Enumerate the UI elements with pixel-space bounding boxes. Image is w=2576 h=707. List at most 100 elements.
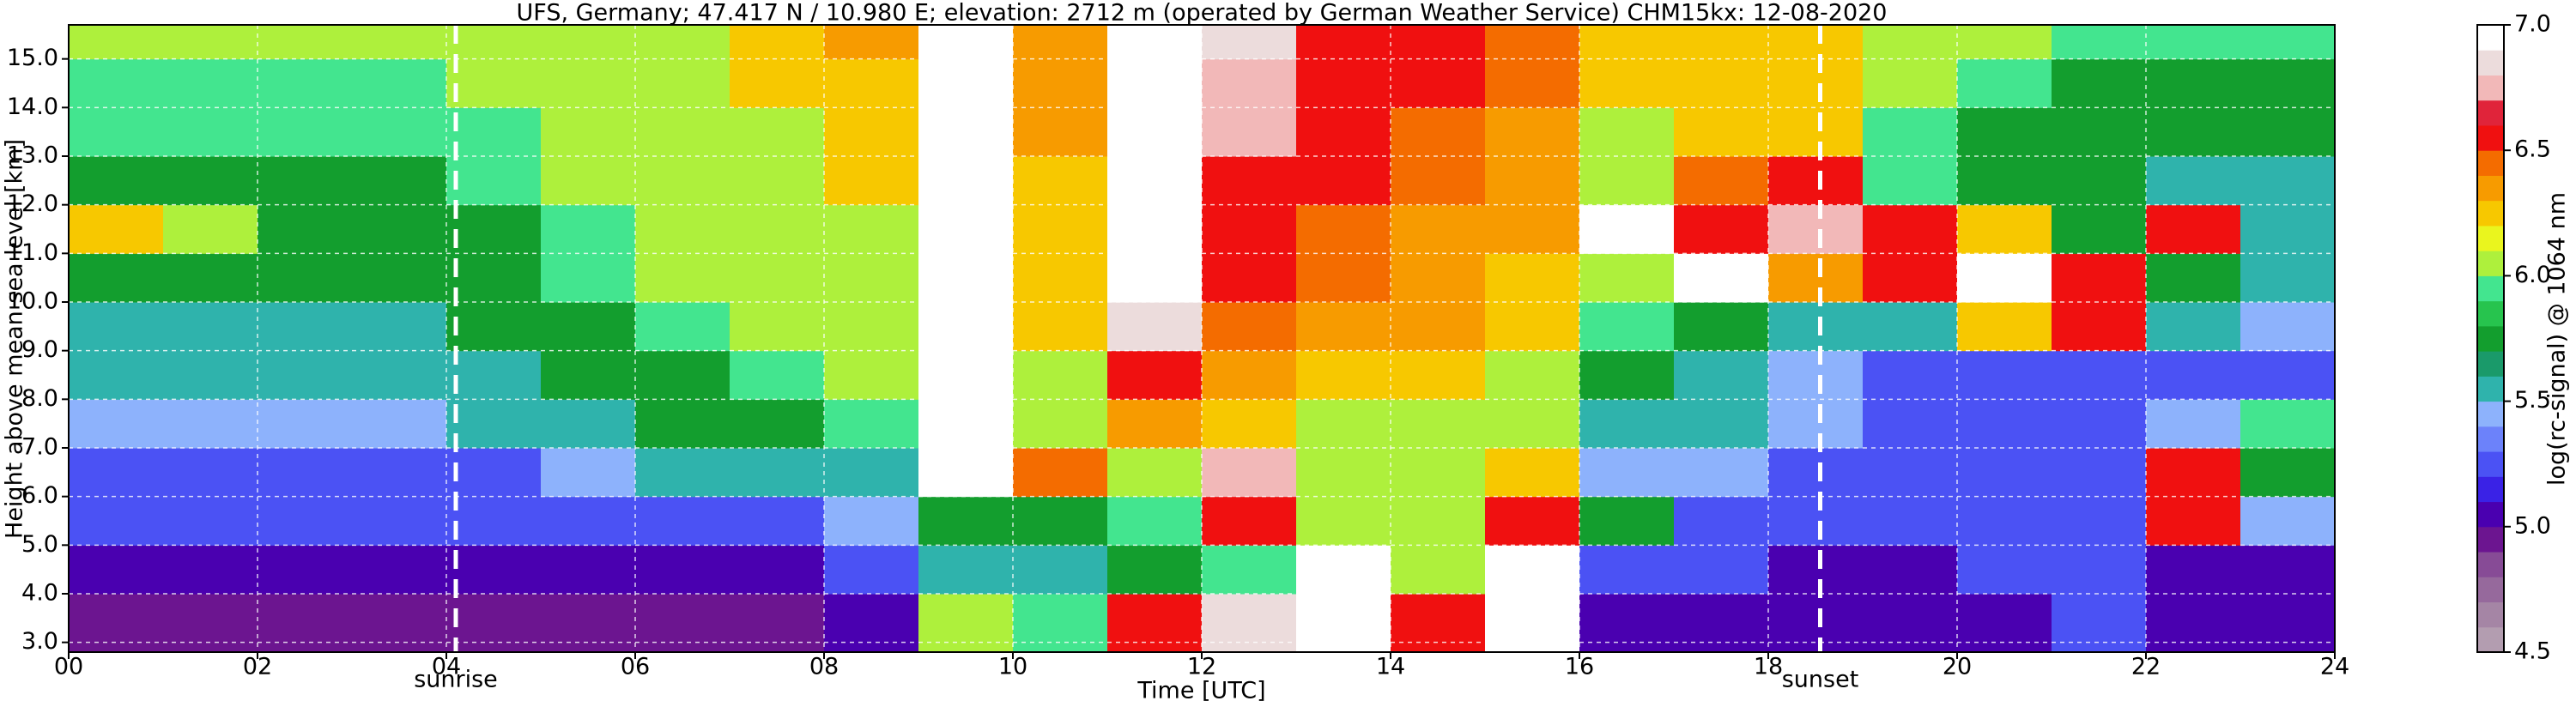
heatmap-cell: [163, 496, 258, 546]
heatmap-cell: [635, 253, 730, 303]
colorbar-tick-label: 6.5: [2514, 136, 2551, 163]
heatmap-cell: [1957, 350, 2052, 400]
heatmap-cell: [824, 545, 919, 595]
heatmap-cell: [1202, 58, 1297, 108]
heatmap-cell: [258, 204, 353, 254]
heatmap-cell: [1674, 302, 1769, 352]
heatmap-cell: [2146, 204, 2241, 254]
colorbar-tick-label: 4.5: [2514, 638, 2551, 665]
colorbar-swatch: [2477, 100, 2504, 126]
heatmap-cell: [1863, 545, 1958, 595]
y-tick-label: 11.0: [7, 239, 58, 266]
heatmap-cell: [1674, 448, 1769, 498]
heatmap-cell: [1296, 350, 1391, 400]
heatmap-cell: [1485, 350, 1580, 400]
heatmap-cell: [824, 107, 919, 157]
heatmap-cell: [541, 350, 636, 400]
colorbar-swatch: [2477, 526, 2504, 553]
heatmap-cell: [258, 156, 353, 206]
heatmap-cell: [1674, 545, 1769, 595]
heatmap-cell: [1957, 496, 2052, 546]
x-tick-label: 14: [1376, 654, 1405, 680]
colorbar-label: log(rc-signal) @ 1064 nm: [2544, 192, 2571, 486]
heatmap-cell: [446, 107, 542, 157]
x-tick-label: 04: [432, 654, 461, 680]
heatmap-cell: [1863, 253, 1958, 303]
heatmap-cell: [541, 545, 636, 595]
heatmap-cell: [730, 399, 825, 449]
heatmap-cell: [635, 302, 730, 352]
x-tick-label: 24: [2320, 654, 2349, 680]
heatmap-cell: [1957, 253, 2052, 303]
heatmap-cell: [2146, 594, 2241, 653]
heatmap-cell: [1107, 204, 1203, 254]
heatmap-cell: [2240, 399, 2336, 449]
heatmap-cell: [1391, 448, 1486, 498]
heatmap-cell: [2146, 156, 2241, 206]
heatmap-cell: [1013, 302, 1108, 352]
heatmap-cell: [824, 302, 919, 352]
colorbar-swatch: [2477, 401, 2504, 427]
heatmap-cell: [918, 107, 1014, 157]
heatmap-cell: [2052, 496, 2147, 546]
colorbar-swatch: [2477, 601, 2504, 628]
heatmap-cell: [352, 350, 447, 400]
heatmap-cell: [1957, 399, 2052, 449]
y-tick-label: 7.0: [21, 434, 58, 461]
heatmap-cell: [1957, 156, 2052, 206]
heatmap-cell: [2146, 448, 2241, 498]
heatmap-cell: [163, 448, 258, 498]
heatmap-cell: [2052, 545, 2147, 595]
heatmap-cell: [824, 350, 919, 400]
heatmap-cell: [163, 107, 258, 157]
heatmap-cell: [824, 399, 919, 449]
heatmap-cell: [69, 107, 164, 157]
colorbar-swatch: [2477, 50, 2504, 76]
heatmap-cell: [69, 253, 164, 303]
colorbar-swatch: [2477, 124, 2504, 151]
heatmap-cell: [1013, 545, 1108, 595]
heatmap-cell: [163, 594, 258, 653]
heatmap-cell: [1579, 496, 1675, 546]
heatmap-cell: [541, 302, 636, 352]
heatmap-cell: [1202, 594, 1297, 653]
colorbar-swatch: [2477, 426, 2504, 452]
colorbar-swatch: [2477, 200, 2504, 227]
heatmap-cell: [258, 25, 353, 60]
heatmap-cell: [1674, 156, 1769, 206]
heatmap-cell: [1863, 594, 1958, 653]
heatmap-cell: [1957, 25, 2052, 60]
y-tick-label: 3.0: [21, 628, 58, 655]
heatmap-cell: [1674, 399, 1769, 449]
heatmap-cell: [258, 399, 353, 449]
heatmap-cell: [258, 496, 353, 546]
heatmap-cell: [352, 496, 447, 546]
heatmap-cell: [69, 204, 164, 254]
heatmap-cell: [541, 58, 636, 108]
heatmap-cell: [258, 253, 353, 303]
heatmap-cell: [1957, 204, 2052, 254]
heatmap-cell: [2240, 25, 2336, 60]
y-tick-label: 9.0: [21, 336, 58, 363]
heatmap-cell: [258, 594, 353, 653]
colorbar-tick-label: 5.0: [2514, 512, 2551, 539]
heatmap-cell: [1391, 496, 1486, 546]
heatmap-cell: [1863, 25, 1958, 60]
x-tick-label: 06: [621, 654, 650, 680]
heatmap-cell: [2240, 448, 2336, 498]
heatmap-cell: [730, 156, 825, 206]
colorbar-swatch: [2477, 325, 2504, 352]
heatmap-cell: [1485, 399, 1580, 449]
colorbar-swatch: [2477, 150, 2504, 176]
colorbar-tick-label: 7.0: [2514, 11, 2551, 38]
heatmap-cell: [2146, 58, 2241, 108]
heatmap-cell: [1107, 253, 1203, 303]
heatmap-cell: [1485, 58, 1580, 108]
colorbar-tick-label: 6.0: [2514, 262, 2551, 288]
heatmap-cell: [1957, 107, 2052, 157]
heatmap-cell: [163, 156, 258, 206]
heatmap-cell: [1391, 399, 1486, 449]
heatmap-cell: [2146, 107, 2241, 157]
x-tick-label: 02: [243, 654, 272, 680]
heatmap-cell: [635, 545, 730, 595]
